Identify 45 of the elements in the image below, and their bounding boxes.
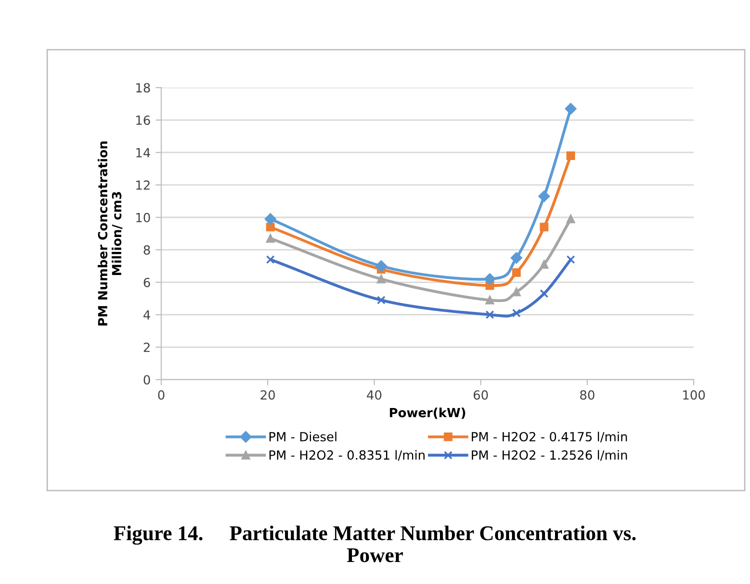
point	[510, 252, 522, 264]
legend-label: PM - H2O2 - 1.2526 l/min	[472, 450, 627, 461]
y-tick-label: 2	[144, 342, 150, 352]
y-tick-label: 12	[136, 180, 150, 190]
legend-label: PM - H2O2 - 0.4175 l/min	[472, 432, 627, 442]
point	[512, 268, 521, 277]
point	[485, 296, 494, 304]
x-axis-title: Power(kW)	[390, 408, 466, 419]
legend-label: PM - Diesel	[270, 432, 336, 442]
point	[512, 288, 521, 296]
point	[540, 222, 548, 232]
y-tick-label: 16	[136, 116, 150, 125]
y-tick-label: 8	[144, 245, 150, 255]
x-tick-label: 40	[366, 390, 382, 400]
x-tick-label: 0	[158, 390, 164, 400]
y-axis-title: PM Number Concentration Million/ cm3	[98, 142, 122, 326]
caption: Figure 14. Particulate Matter Number Concentration vs. Power	[114, 526, 636, 562]
y-tick-label: 6	[144, 278, 150, 288]
point	[566, 151, 576, 160]
y-tick-label: 0	[144, 375, 150, 385]
point	[264, 213, 276, 225]
y-tick-label: 10	[136, 212, 150, 222]
point	[566, 255, 576, 264]
point	[266, 222, 275, 232]
point	[376, 296, 386, 304]
x-tick-label: 100	[683, 390, 705, 400]
point	[566, 214, 576, 224]
y-tick-label: 14	[136, 148, 150, 158]
point	[484, 273, 496, 285]
y-tick-label: 4	[143, 310, 150, 320]
point	[375, 260, 387, 272]
point	[485, 310, 494, 320]
point	[266, 234, 275, 243]
point	[540, 260, 548, 269]
point	[376, 274, 386, 284]
x-tick-label: 60	[474, 390, 488, 400]
y-tick-label: 18	[136, 83, 150, 93]
point	[538, 190, 550, 202]
point	[540, 289, 548, 298]
x-tick-label: 20	[260, 390, 275, 400]
legend-label: PM - H2O2 - 0.8351 l/min	[270, 450, 425, 461]
point	[565, 102, 576, 114]
x-tick-label: 80	[580, 390, 594, 400]
point	[512, 308, 521, 318]
point	[266, 255, 275, 264]
